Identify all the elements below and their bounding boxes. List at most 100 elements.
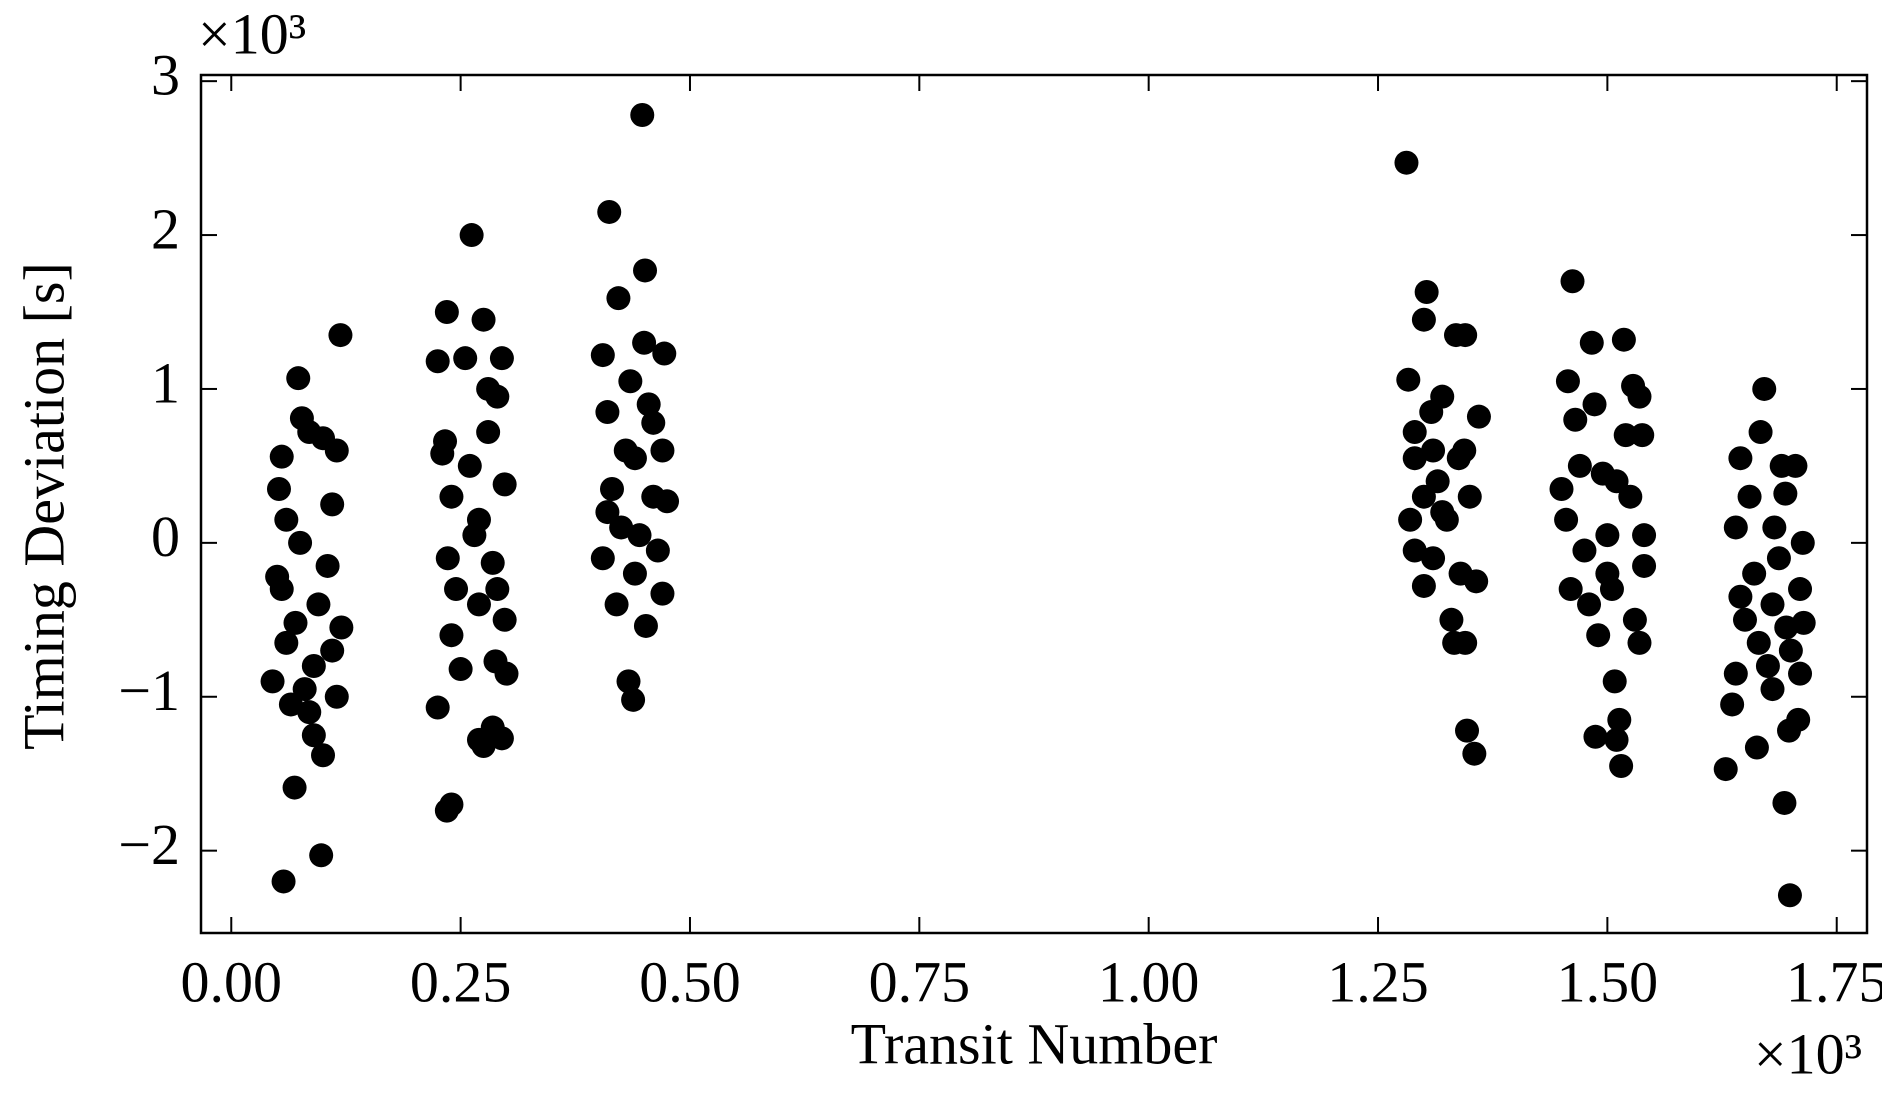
x-tick-label: 1.50 <box>1557 949 1659 1014</box>
point <box>324 684 349 709</box>
point <box>616 669 641 694</box>
point <box>476 420 501 445</box>
point <box>618 369 643 394</box>
point <box>590 343 615 368</box>
point <box>1402 538 1427 563</box>
x-offset-label: ×10³ <box>1754 1021 1862 1086</box>
point <box>1604 469 1629 494</box>
point <box>306 592 331 617</box>
point <box>1773 481 1798 506</box>
plot-frame <box>199 73 1869 935</box>
point <box>1414 280 1439 305</box>
point <box>1778 638 1803 663</box>
point <box>630 103 655 128</box>
y-tick-label: −2 <box>118 812 180 877</box>
point <box>595 500 620 525</box>
point <box>1421 546 1446 571</box>
point <box>1737 484 1762 509</box>
point <box>632 330 657 355</box>
point <box>1577 592 1602 617</box>
point <box>1554 507 1579 532</box>
point <box>1788 661 1813 686</box>
point <box>604 592 629 617</box>
point <box>297 420 322 445</box>
point <box>1398 507 1423 532</box>
point <box>282 775 307 800</box>
point <box>266 476 291 501</box>
point <box>324 438 349 463</box>
point <box>1622 607 1647 632</box>
point <box>1464 569 1489 594</box>
point <box>1555 369 1580 394</box>
point <box>1602 669 1627 694</box>
point <box>1396 367 1421 392</box>
point <box>425 695 450 720</box>
point <box>633 258 658 283</box>
point <box>1742 561 1767 586</box>
point <box>590 546 615 571</box>
x-tick-label: 0.25 <box>410 949 512 1014</box>
point <box>320 638 345 663</box>
point <box>1609 754 1634 779</box>
point <box>1746 630 1771 655</box>
point <box>650 438 675 463</box>
point <box>485 384 510 409</box>
point <box>1748 420 1773 445</box>
point <box>1466 404 1491 429</box>
point <box>309 843 334 868</box>
point <box>1457 484 1482 509</box>
point <box>1430 384 1455 409</box>
point <box>444 577 469 602</box>
y-tick-label: 0 <box>151 504 180 569</box>
point <box>655 489 680 514</box>
point <box>627 523 652 548</box>
point <box>597 199 622 224</box>
point <box>283 610 308 635</box>
point <box>1777 883 1802 908</box>
point <box>636 392 661 417</box>
point <box>1752 376 1777 401</box>
point <box>1632 523 1657 548</box>
point <box>1563 407 1588 432</box>
point <box>1744 735 1769 760</box>
x-tick-label: 0.75 <box>869 949 971 1014</box>
point <box>439 792 464 817</box>
point <box>329 615 354 640</box>
point <box>471 734 496 759</box>
point <box>297 700 322 725</box>
point <box>494 661 519 686</box>
point <box>1732 607 1757 632</box>
point <box>1618 484 1643 509</box>
point <box>269 444 294 469</box>
point <box>1728 446 1753 471</box>
point <box>448 657 473 682</box>
point <box>1430 500 1455 525</box>
point <box>1720 692 1745 717</box>
point <box>1411 484 1436 509</box>
point <box>1595 561 1620 586</box>
point <box>1611 327 1636 352</box>
point <box>622 561 647 586</box>
point <box>599 476 624 501</box>
y-offset-label: ×10³ <box>198 1 306 66</box>
point <box>1453 630 1478 655</box>
point <box>439 484 464 509</box>
point <box>1607 707 1632 732</box>
point <box>1786 707 1811 732</box>
x-tick-label: 1.00 <box>1098 949 1200 1014</box>
point <box>1760 677 1785 702</box>
point <box>271 869 296 894</box>
point <box>433 429 458 454</box>
point <box>1402 420 1427 445</box>
y-axis-label: Timing Deviation [s] <box>11 262 76 750</box>
point <box>1728 584 1753 609</box>
point <box>466 507 491 532</box>
point <box>1613 423 1638 448</box>
y-tick-label: 2 <box>151 196 180 261</box>
point <box>1755 653 1780 678</box>
point <box>1583 724 1608 749</box>
point <box>1772 790 1797 815</box>
point <box>489 726 514 751</box>
point <box>1567 453 1592 478</box>
